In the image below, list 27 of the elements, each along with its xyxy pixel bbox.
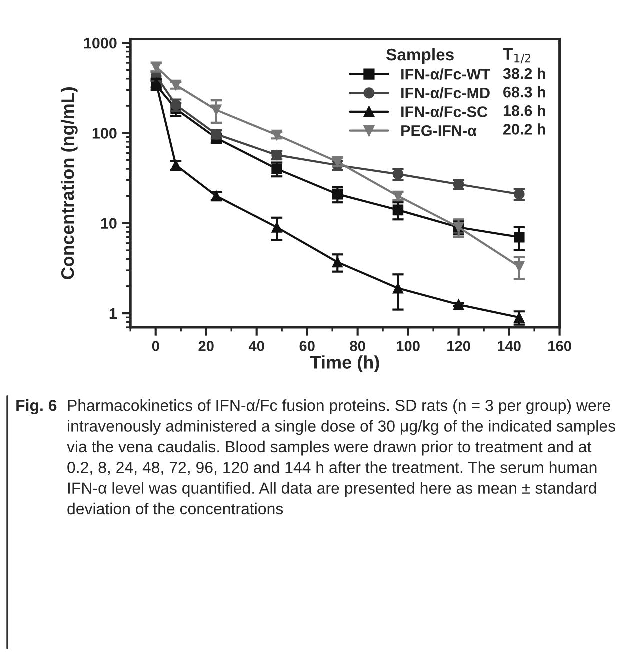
- x-tick-label: 40: [248, 341, 264, 352]
- x-tick-label: 0: [152, 341, 160, 352]
- x-tick-label: 20: [198, 341, 214, 352]
- y-tick-label: 10: [101, 218, 117, 230]
- y-tick-label: 100: [92, 128, 117, 139]
- legend-title: Samples: [386, 48, 454, 64]
- x-tick-label: 120: [448, 341, 470, 352]
- annotation: T$_{1/2}$: [503, 48, 531, 64]
- text: Pharmacokinetics of IFN-α/Fc fusion proteins. SD rats (n = 3 per group) were intravenously administered a single dose of 30 μg/kg of the indicated samples via the vena caudalis. Blood samples were drawn prior to treatment and at 0.2, 8, 24, 48, 72, 96, 120 and 144 h after the treatment. The serum human IFN-α level was quantified. All data are presented here as mean ± standard deviation of the concentrations: [67, 400, 616, 515]
- legend-label: IFN-α/Fc-WT: [402, 68, 490, 80]
- legend-label: IFN-α/Fc-MD: [402, 87, 490, 99]
- x-tick-label: 140: [498, 341, 521, 352]
- annotation: 38.2 h: [503, 68, 546, 80]
- y-tick-label: 1000: [84, 38, 117, 49]
- y-axis-title: Concentration (ng/mL): [60, 88, 78, 280]
- legend-label: PEG-IFN-α: [402, 125, 477, 136]
- x-axis-title: Time (h): [310, 356, 380, 373]
- annotation: 68.3 h: [504, 86, 546, 98]
- x-tick-label: 100: [397, 341, 420, 352]
- annotation: 18.6 h: [504, 105, 546, 116]
- x-tick-label: 160: [548, 341, 572, 352]
- caption: Fig. 6: [16, 400, 57, 415]
- annotation: 20.2 h: [504, 124, 546, 135]
- x-tick-label: 80: [350, 341, 366, 352]
- legend-label: IFN-α/Fc-SC: [402, 106, 488, 118]
- x-tick-label: 60: [300, 341, 315, 352]
- y-tick-label: 1: [110, 308, 117, 320]
